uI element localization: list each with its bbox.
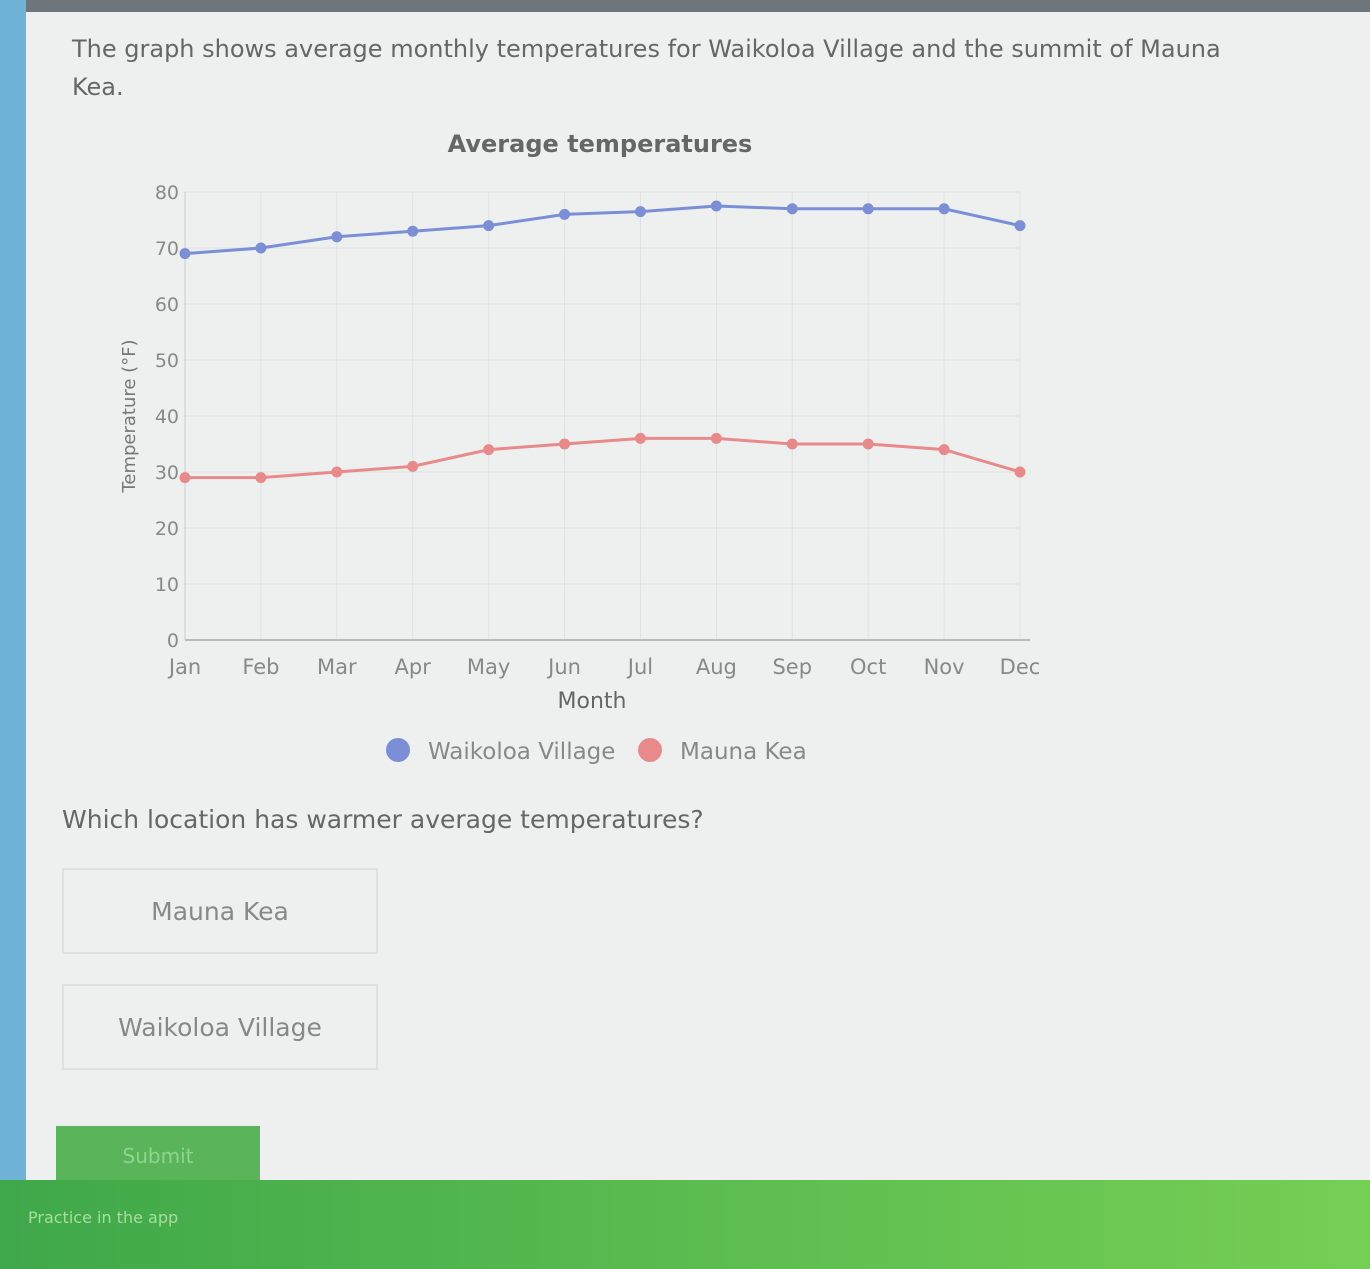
y-tick-label: 70 bbox=[155, 238, 179, 260]
legend-marker bbox=[638, 738, 662, 762]
data-point bbox=[634, 206, 646, 218]
y-tick-label: 40 bbox=[155, 406, 179, 428]
data-point bbox=[710, 200, 722, 212]
data-point bbox=[407, 225, 419, 237]
x-tick-label: Oct bbox=[850, 655, 886, 679]
data-point bbox=[483, 444, 495, 456]
y-tick-label: 10 bbox=[155, 574, 179, 596]
x-axis-label: Month bbox=[558, 689, 627, 714]
y-tick-label: 30 bbox=[155, 462, 179, 484]
chart-title: Average temperatures bbox=[448, 130, 753, 158]
x-tick-label: Jun bbox=[546, 655, 581, 679]
data-point bbox=[255, 472, 267, 484]
submit-button[interactable]: Submit bbox=[56, 1126, 260, 1186]
data-point bbox=[559, 438, 571, 450]
data-point bbox=[786, 203, 798, 215]
y-tick-label: 60 bbox=[155, 294, 179, 316]
x-tick-label: Apr bbox=[395, 655, 432, 679]
data-point bbox=[710, 432, 722, 444]
data-point bbox=[559, 208, 571, 220]
y-tick-label: 50 bbox=[155, 350, 179, 372]
x-tick-label: Sep bbox=[772, 655, 812, 679]
y-axis-label: Temperature (°F) bbox=[119, 339, 140, 493]
data-point bbox=[331, 231, 343, 243]
data-point bbox=[255, 242, 267, 254]
y-tick-label: 80 bbox=[155, 182, 179, 204]
data-point bbox=[862, 438, 874, 450]
x-tick-label: Jul bbox=[626, 655, 653, 679]
footer: Practice in the app bbox=[0, 1180, 1370, 1269]
top-bar bbox=[0, 0, 1370, 12]
side-strip bbox=[0, 0, 26, 1180]
x-tick-label: Jan bbox=[167, 655, 201, 679]
choice-button[interactable]: Waikoloa Village bbox=[62, 984, 378, 1070]
question: Which location has warmer average temper… bbox=[62, 805, 704, 834]
prompt: The graph shows average monthly temperat… bbox=[72, 35, 1221, 101]
footer-link[interactable]: Practice in the app bbox=[28, 1208, 179, 1227]
x-tick-label: May bbox=[467, 655, 510, 679]
data-point bbox=[483, 220, 495, 232]
x-tick-label: Aug bbox=[696, 655, 737, 679]
data-point bbox=[1014, 220, 1026, 232]
y-tick-label: 0 bbox=[167, 630, 179, 652]
data-point bbox=[179, 248, 191, 260]
data-point bbox=[938, 203, 950, 215]
x-tick-label: Feb bbox=[242, 655, 279, 679]
data-point bbox=[407, 460, 419, 472]
legend-label: Waikoloa Village bbox=[428, 739, 615, 765]
choice-button[interactable]: Mauna Kea bbox=[62, 868, 378, 954]
data-point bbox=[179, 472, 191, 484]
chart: Average temperatures Month Temperature (… bbox=[119, 130, 1041, 765]
x-tick-label: Mar bbox=[317, 655, 357, 679]
data-point bbox=[938, 444, 950, 456]
data-point bbox=[1014, 466, 1026, 478]
x-tick-label: Dec bbox=[1000, 655, 1041, 679]
legend-label: Mauna Kea bbox=[680, 739, 807, 765]
data-point bbox=[634, 432, 646, 444]
y-tick-label: 20 bbox=[155, 518, 179, 540]
series-line bbox=[185, 436, 1021, 480]
x-tick-label: Nov bbox=[924, 655, 965, 679]
series-line bbox=[184, 204, 1021, 256]
legend-marker bbox=[386, 738, 410, 762]
data-point bbox=[331, 466, 343, 478]
data-point bbox=[862, 203, 874, 215]
data-point bbox=[786, 438, 798, 450]
